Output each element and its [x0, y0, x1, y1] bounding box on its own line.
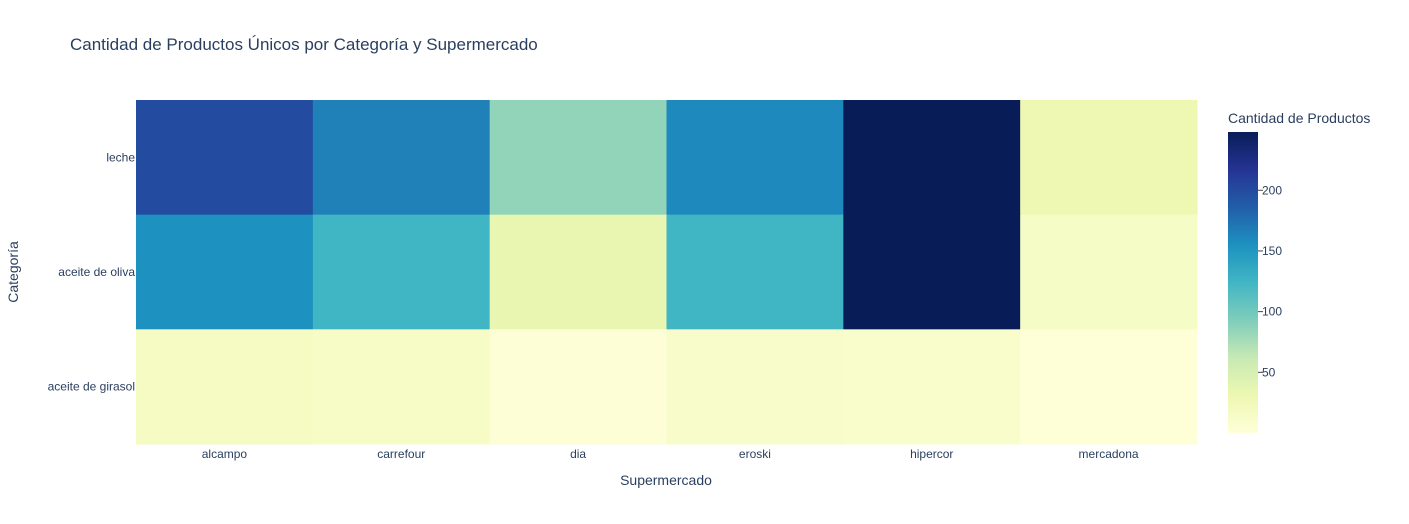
colorbar-tick-label-200: 200 — [1262, 183, 1282, 197]
colorbar-ticks: 50 100 150 200 — [1258, 183, 1282, 379]
y-axis-ticks: leche aceite de oliva aceite de girasol — [48, 150, 136, 393]
heatmap-cell-aceite-de-girasol-carrefour — [312, 329, 491, 445]
y-tick-label-aceite-de-girasol: aceite de girasol — [48, 380, 135, 394]
heatmap-cell-aceite-de-girasol-eroski — [666, 329, 844, 445]
colorbar-tick-label-100: 100 — [1262, 305, 1282, 319]
heatmap-cell-aceite-de-girasol-hipercor — [843, 329, 1021, 445]
heatmap-cell-aceite-de-girasol-dia — [489, 329, 667, 445]
colorbar-tick-label-50: 50 — [1262, 365, 1276, 379]
heatmap-cell-aceite-de-oliva-dia — [489, 214, 667, 330]
x-axis-title: Supermercado — [620, 472, 712, 488]
heatmap-cell-aceite-de-oliva-carrefour — [312, 214, 491, 330]
heatmap-cell-leche-dia — [489, 100, 667, 216]
heatmap-cell-leche-alcampo — [136, 100, 314, 216]
heatmap-cell-aceite-de-oliva-hipercor — [843, 214, 1021, 330]
heatmap-cell-leche-carrefour — [312, 100, 491, 216]
y-tick-label-leche: leche — [106, 150, 135, 164]
heatmap-cell-aceite-de-girasol-alcampo — [136, 329, 314, 445]
x-tick-label-carrefour: carrefour — [377, 447, 425, 461]
colorbar-tick-label-150: 150 — [1262, 244, 1282, 258]
x-tick-label-mercadona: mercadona — [1079, 447, 1139, 461]
heatmap-cell-aceite-de-oliva-alcampo — [136, 214, 314, 330]
x-axis-ticks: alcampo carrefour dia eroski hipercor mercado… — [202, 447, 1139, 461]
heatmap-cell-aceite-de-oliva-mercadona — [1020, 214, 1198, 330]
heatmap-cell-aceite-de-girasol-mercadona — [1020, 329, 1198, 445]
chart-title: Cantidad de Productos Únicos por Categor… — [70, 35, 538, 54]
x-tick-label-alcampo: alcampo — [202, 447, 248, 461]
y-axis-title: Categoría — [5, 241, 21, 303]
heatmap-cell-aceite-de-oliva-eroski — [666, 214, 844, 330]
colorbar — [1228, 132, 1258, 433]
heatmap-cell-leche-hipercor — [843, 100, 1021, 216]
x-tick-label-eroski: eroski — [739, 447, 771, 461]
heatmap-cell-leche-mercadona — [1020, 100, 1198, 216]
colorbar-title: Cantidad de Productos — [1228, 110, 1370, 126]
x-tick-label-hipercor: hipercor — [910, 447, 953, 461]
heatmap-cells — [136, 100, 1198, 445]
heatmap-cell-leche-eroski — [666, 100, 844, 216]
y-tick-label-aceite-de-oliva: aceite de oliva — [58, 265, 135, 279]
x-tick-label-dia: dia — [570, 447, 586, 461]
